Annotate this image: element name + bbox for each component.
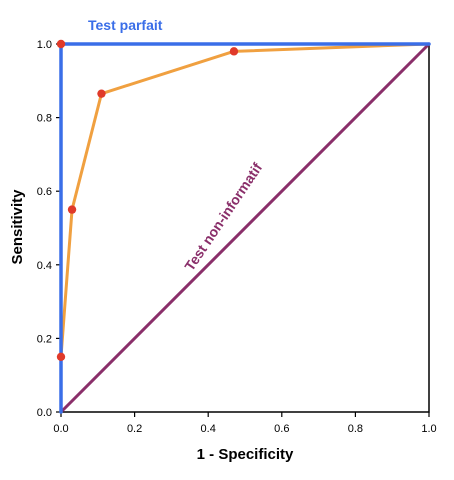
axes: 0.0 0.2 0.4 0.6 0.8 1.0 0.0 0.2 0.4 0.6 0.8 1.0 (37, 39, 437, 435)
marker-layer (56, 39, 239, 361)
y-tick-label: 0.6 (37, 186, 52, 198)
random-test-line (59, 42, 431, 414)
x-tick-label: 0.0 (53, 423, 68, 435)
y-tick-label: 0.8 (37, 113, 52, 125)
y-tick-label: 0.0 (37, 407, 52, 419)
x-tick-label: 1.0 (421, 423, 436, 435)
y-tick-label: 0.2 (37, 333, 52, 345)
series-layer (59, 42, 431, 414)
random-test-label: Test non-informatif (181, 160, 265, 274)
x-axis-title: 1 - Specificity (197, 446, 294, 463)
perfect-test-label: Test parfait (88, 17, 163, 33)
roc-point (67, 205, 77, 214)
roc-point (56, 352, 66, 361)
x-tick-label: 0.6 (274, 423, 289, 435)
roc-point (229, 47, 239, 56)
x-tick-label: 0.4 (201, 423, 216, 435)
x-tick-label: 0.8 (348, 423, 363, 435)
roc-point (56, 39, 66, 49)
x-tick-label: 0.2 (127, 423, 142, 435)
roc-point (97, 89, 106, 98)
y-axis-title: Sensitivity (9, 189, 26, 265)
y-tick-label: 1.0 (37, 39, 52, 51)
y-tick-label: 0.4 (37, 260, 52, 272)
